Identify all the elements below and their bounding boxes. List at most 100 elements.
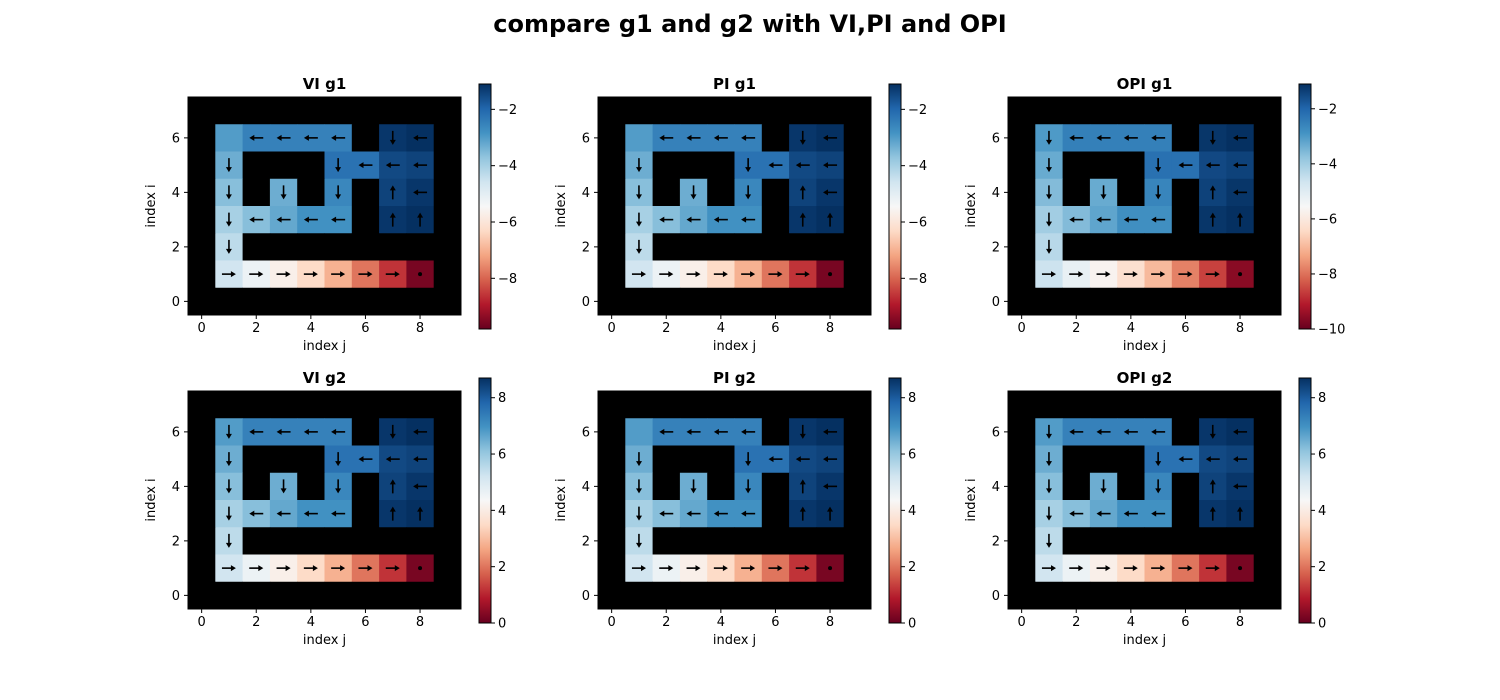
x-tick-label: 0 (608, 321, 616, 336)
colorbar-tick-label: 4 (908, 504, 916, 519)
wall-cell (433, 233, 462, 261)
policy-arrow-head (1046, 221, 1052, 227)
wall-cell (324, 287, 353, 316)
wall-cell (707, 391, 735, 419)
x-tick-label: 4 (717, 615, 725, 630)
wall-cell (297, 391, 325, 419)
policy-arrow-head (659, 216, 665, 223)
wall-cell (379, 581, 407, 610)
policy-arrow-head (745, 194, 752, 200)
x-tick-label: 2 (1072, 321, 1080, 336)
wall-cell (1253, 445, 1282, 474)
policy-arrow-head (641, 271, 646, 278)
axes-frame (1007, 96, 1282, 316)
wall-cell (1144, 391, 1173, 419)
policy-arrow-head (799, 212, 806, 218)
wall-cell (1253, 233, 1282, 261)
wall-cell (433, 124, 462, 152)
y-tick-label: 6 (992, 425, 1000, 440)
subplot-4: 0 2 4 6 8 0 2 4 6 VI g2 index j index i 0 2 4 6 8 (144, 369, 506, 648)
policy-arrow-head (225, 433, 232, 439)
wall-cell (297, 287, 325, 316)
axes-frame (187, 96, 462, 316)
policy-arrow-head (230, 565, 236, 572)
wall-cell (215, 391, 243, 419)
policy-arrow-head (394, 565, 400, 572)
subplot-title: PI g2 (713, 369, 756, 387)
wall-cell (1008, 151, 1036, 180)
figure-title: compare g1 and g2 with VI,PI and OPI (493, 10, 1007, 38)
policy-arrow-head (225, 488, 232, 494)
wall-cell (707, 445, 735, 474)
wall-cell (1171, 391, 1200, 419)
axes-frame (597, 390, 872, 610)
wall-cell (625, 287, 653, 316)
policy-arrow-head (1123, 510, 1129, 517)
wall-cell (652, 97, 681, 125)
wall-cell (188, 472, 216, 501)
colorbar-tick-label: −8 (498, 272, 517, 287)
wall-cell (816, 527, 845, 555)
wall-cell (843, 178, 872, 207)
wall-cell (707, 178, 735, 207)
wall-cell (1035, 391, 1063, 419)
wall-cell (1171, 97, 1200, 125)
y-tick-label: 0 (172, 295, 180, 310)
wall-cell (1171, 124, 1200, 152)
policy-arrow-head (276, 510, 282, 517)
wall-cell (351, 581, 380, 610)
colorbar-tick-label: −6 (1318, 212, 1337, 227)
wall-cell (406, 527, 435, 555)
policy-arrow-head (249, 428, 255, 435)
subplot-title: OPI g1 (1117, 75, 1173, 93)
wall-cell (843, 124, 872, 152)
y-tick-label: 6 (172, 425, 180, 440)
x-axis-label: index j (303, 339, 346, 354)
policy-arrow-head (1160, 271, 1166, 278)
wall-cell (351, 233, 380, 261)
wall-cell (1226, 391, 1255, 419)
wall-cell (1035, 97, 1063, 125)
policy-arrow-head (768, 162, 774, 169)
wall-cell (598, 472, 626, 501)
subplot-6: 0 2 4 6 8 0 2 4 6 OPI g2 index j index i 0 2 4 6 8 (964, 369, 1326, 648)
subplot-3: 0 2 4 6 8 0 2 4 6 OPI g1 index j index i −2 −4 −6 −8 −10 (964, 75, 1345, 354)
policy-arrow-head (1205, 456, 1211, 463)
y-axis-label: index i (554, 184, 569, 227)
policy-arrow-head (1046, 488, 1052, 494)
policy-arrow-head (804, 271, 810, 278)
wall-cell (1226, 527, 1255, 555)
x-tick-label: 8 (1236, 321, 1244, 336)
wall-cell (351, 418, 380, 446)
policy-arrow-head (741, 510, 747, 517)
wall-cell (816, 391, 845, 419)
x-tick-label: 2 (662, 321, 670, 336)
policy-arrow-head (1237, 212, 1243, 218)
policy-arrow-head (1209, 212, 1216, 218)
colorbar-tick-label: 2 (1318, 560, 1326, 575)
colorbar-tick-label: −10 (1318, 323, 1345, 338)
policy-arrow-head (1046, 461, 1052, 467)
policy-arrow-head (1105, 271, 1111, 278)
value-cell (625, 124, 653, 152)
wall-cell (297, 233, 325, 261)
policy-arrow-head (303, 134, 309, 141)
wall-cell (598, 418, 626, 446)
x-tick-label: 0 (608, 615, 616, 630)
wall-cell (843, 500, 872, 528)
policy-arrow-head (276, 134, 282, 141)
policy-arrow-head (413, 456, 419, 463)
x-tick-label: 6 (771, 615, 779, 630)
policy-arrow-head (659, 134, 665, 141)
wall-cell (1089, 391, 1118, 419)
wall-cell (843, 233, 872, 261)
x-tick-label: 8 (826, 321, 834, 336)
policy-arrow-head (285, 271, 291, 278)
x-tick-label: 0 (198, 615, 206, 630)
y-axis-label: index i (144, 478, 159, 521)
colorbar (478, 83, 492, 330)
y-tick-label: 2 (992, 240, 1000, 255)
policy-arrow-head (668, 565, 674, 572)
x-tick-label: 6 (361, 615, 369, 630)
y-tick-label: 2 (582, 240, 590, 255)
